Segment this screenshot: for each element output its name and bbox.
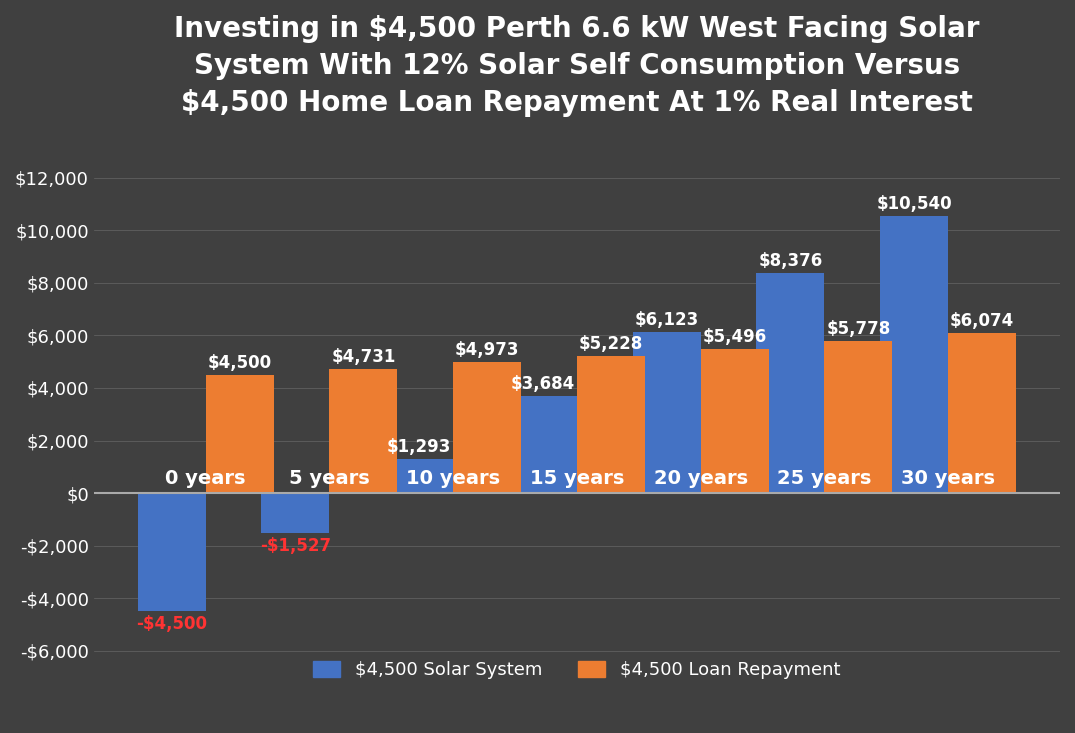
Text: 0 years: 0 years (166, 469, 246, 488)
Title: Investing in $4,500 Perth 6.6 kW West Facing Solar
System With 12% Solar Self Co: Investing in $4,500 Perth 6.6 kW West Fa… (174, 15, 979, 117)
Bar (757, 273, 825, 493)
Text: 15 years: 15 years (530, 469, 625, 488)
Text: $4,973: $4,973 (455, 342, 519, 359)
Text: $1,293: $1,293 (387, 438, 452, 456)
Text: $3,684: $3,684 (511, 375, 575, 393)
Legend: $4,500 Solar System, $4,500 Loan Repayment: $4,500 Solar System, $4,500 Loan Repayme… (306, 654, 847, 686)
Bar (632, 332, 701, 493)
Bar (880, 216, 948, 493)
Text: $10,540: $10,540 (876, 195, 951, 213)
Text: 20 years: 20 years (654, 469, 747, 488)
Bar (454, 362, 521, 493)
Bar (701, 349, 769, 493)
Text: $5,496: $5,496 (702, 328, 766, 345)
Bar (948, 334, 1016, 493)
Text: $6,123: $6,123 (634, 311, 699, 329)
Text: $4,731: $4,731 (331, 347, 396, 366)
Text: -$4,500: -$4,500 (137, 615, 207, 633)
Bar (261, 493, 329, 533)
Text: 25 years: 25 years (777, 469, 872, 488)
Text: $6,074: $6,074 (950, 312, 1014, 331)
Text: -$1,527: -$1,527 (260, 537, 331, 555)
Bar (825, 342, 892, 493)
Text: $5,228: $5,228 (578, 334, 643, 353)
Bar (205, 375, 274, 493)
Bar (508, 397, 577, 493)
Bar (138, 493, 205, 611)
Text: $8,376: $8,376 (758, 252, 822, 270)
Bar (385, 459, 454, 493)
Text: 30 years: 30 years (901, 469, 995, 488)
Text: 10 years: 10 years (406, 469, 500, 488)
Text: $5,778: $5,778 (827, 320, 890, 338)
Bar (329, 369, 398, 493)
Text: $4,500: $4,500 (207, 354, 272, 372)
Text: 5 years: 5 years (289, 469, 370, 488)
Bar (577, 356, 645, 493)
